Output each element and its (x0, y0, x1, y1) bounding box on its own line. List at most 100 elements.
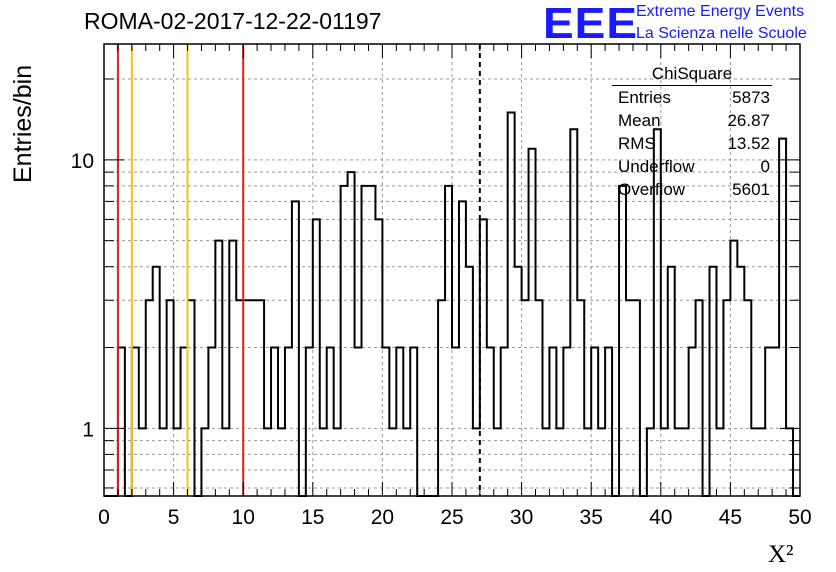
histogram-bin (536, 300, 543, 496)
histogram-bin (410, 348, 417, 496)
stats-box: ChiSquare Entries 5873 Mean 26.87 RMS 13… (612, 64, 774, 201)
x-tick-label: 30 (510, 506, 533, 529)
histogram-bin (605, 348, 612, 496)
histogram-bin (271, 348, 278, 496)
histogram-bin (598, 428, 605, 496)
histogram-bin (396, 348, 403, 496)
histogram-bin (696, 300, 703, 496)
histogram-bin (222, 428, 229, 496)
histogram-bin (264, 428, 271, 496)
stats-label: Overflow (618, 180, 686, 199)
histogram-bin (737, 267, 744, 496)
histogram-bin (257, 300, 264, 496)
histogram-bin (320, 428, 327, 496)
histogram-bin (529, 149, 536, 496)
y-tick-label: 10 (71, 150, 94, 173)
histogram-bin (334, 428, 341, 496)
histogram-bin (779, 139, 786, 496)
x-tick-label: 20 (371, 506, 394, 529)
histogram-bin (730, 241, 737, 496)
histogram-bin (751, 428, 758, 496)
histogram-bin (675, 428, 682, 496)
histogram-bin (786, 428, 793, 496)
histogram-bin (188, 300, 195, 496)
stats-label: Mean (618, 111, 661, 130)
marker-lines (116, 44, 481, 496)
stats-value: 0 (760, 157, 770, 176)
x-tick-label: 40 (649, 506, 672, 529)
histogram-bin (160, 428, 167, 496)
axes (103, 43, 801, 497)
histogram-bin (139, 428, 146, 496)
histogram-bin (452, 348, 459, 496)
stats-row-rms: RMS 13.52 (612, 132, 774, 155)
histogram-bin (765, 348, 772, 496)
histogram-bin (710, 267, 717, 496)
histogram-bin (689, 348, 696, 496)
x-tick-label: 10 (232, 506, 255, 529)
tick-labels: 0 5 10 15 20 25 30 35 40 45 50 1 10 (71, 150, 812, 529)
histogram-bin (382, 348, 389, 496)
histogram-bin (522, 300, 529, 496)
histogram-bin (167, 300, 174, 496)
stats-row-overflow: Overflow 5601 (612, 178, 774, 201)
histogram-bin (633, 300, 640, 496)
histogram-bin (682, 428, 689, 496)
histogram-bin (744, 300, 751, 496)
histogram-bin (459, 201, 466, 496)
histogram-outline (104, 111, 800, 497)
histogram-bin (229, 241, 236, 496)
histogram-bin (174, 428, 181, 496)
y-tick-label: 1 (82, 418, 94, 441)
stats-title: ChiSquare (612, 64, 772, 86)
histogram-bin (348, 172, 355, 496)
stats-label: Entries (618, 88, 671, 107)
histogram-bin (132, 348, 139, 496)
stats-label: Underflow (618, 157, 695, 176)
y-axis-label: Entries/bin (9, 65, 37, 183)
x-tick-label: 35 (580, 506, 603, 529)
histogram-bin (577, 300, 584, 496)
histogram-bin (647, 428, 654, 496)
histogram-bin (563, 348, 570, 496)
x-tick-label: 15 (301, 506, 324, 529)
x-axis-label: X² (768, 541, 794, 568)
histogram-bin (236, 300, 243, 496)
histogram-bin (250, 300, 257, 496)
stats-value: 5873 (732, 88, 770, 107)
histogram-bin (716, 428, 723, 496)
histogram (104, 111, 800, 497)
histogram-bin (341, 186, 348, 496)
chart-title: ROMA-02-2017-12-22-01197 (84, 8, 382, 34)
histogram-bin (549, 348, 556, 496)
histogram-bin (494, 428, 501, 496)
histogram-bin (772, 348, 779, 496)
histogram-bin (153, 267, 160, 496)
eee-logo: EEE (543, 0, 639, 48)
stats-row-underflow: Underflow 0 (612, 155, 774, 178)
histogram-bin (243, 300, 250, 496)
histogram-bin (368, 186, 375, 496)
histogram-bin (584, 428, 591, 496)
x-tick-label: 50 (788, 506, 811, 529)
x-tick-label: 0 (98, 506, 110, 529)
histogram-bin (591, 348, 598, 496)
stats-row-entries: Entries 5873 (612, 86, 774, 109)
stats-row-mean: Mean 26.87 (612, 109, 774, 132)
histogram-bin (661, 428, 668, 496)
histogram-bin (758, 428, 765, 496)
stats-value: 13.52 (727, 134, 770, 153)
histogram-bin (445, 186, 452, 496)
histogram-bin (355, 348, 362, 496)
logo-tagline-1: Extreme Energy Events (636, 3, 805, 20)
x-tick-label: 25 (440, 506, 463, 529)
histogram-bin (668, 267, 675, 496)
histogram-bin (292, 201, 299, 496)
histogram-bin (306, 348, 313, 496)
histogram-bin (362, 186, 369, 496)
histogram-bin (118, 348, 125, 496)
histogram-bin (327, 348, 334, 496)
histogram-bin (501, 348, 508, 496)
histogram-bin (515, 267, 522, 496)
histogram-bin (389, 428, 396, 496)
